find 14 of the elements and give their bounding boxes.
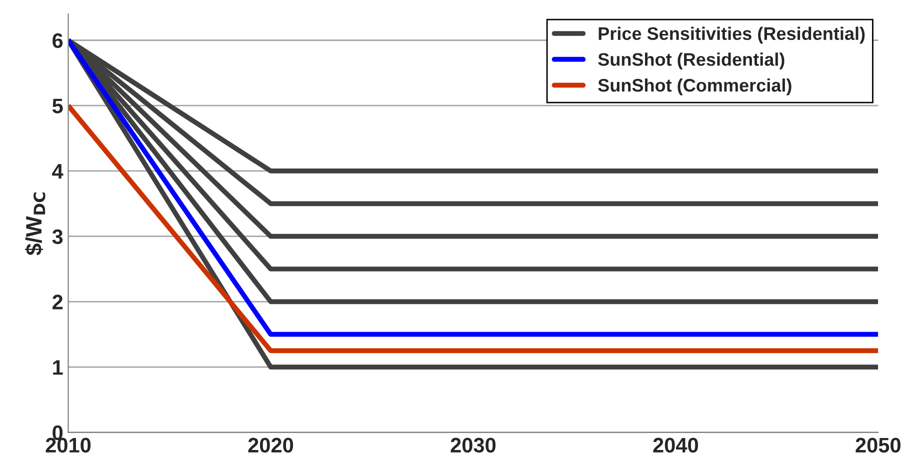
x-tick-label: 2050 <box>856 438 900 453</box>
y-tick-label: 4 <box>52 164 64 179</box>
x-tick-label: 2040 <box>653 438 698 453</box>
legend-label: SunShot (Residential) <box>598 52 784 70</box>
legend-label: Price Sensitivities (Residential) <box>598 26 865 44</box>
y-tick-label: 5 <box>52 98 63 114</box>
y-axis-title: $/W$_{DC}$ <box>24 192 46 256</box>
y-tick-label: 2 <box>52 294 63 310</box>
legend-label: SunShot (Commercial) <box>598 78 792 96</box>
y-tick-label: 3 <box>52 229 63 244</box>
y-tick-label: 1 <box>53 360 63 375</box>
y-tick-label: 6 <box>52 33 63 48</box>
x-tick-label: 2020 <box>248 438 294 453</box>
x-tick-label: 2030 <box>450 438 496 453</box>
